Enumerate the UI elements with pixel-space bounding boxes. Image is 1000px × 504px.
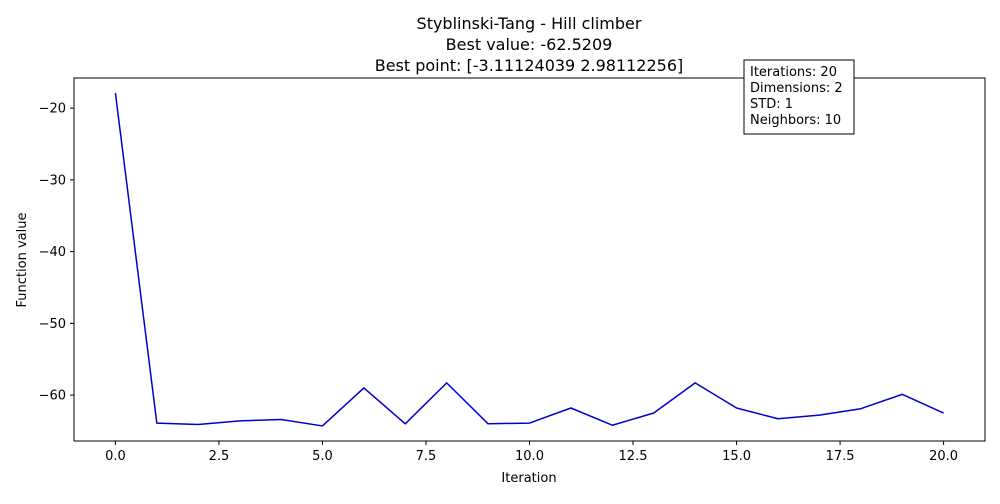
info-std: STD: 1 (750, 97, 793, 112)
chart-title: Styblinski-Tang - Hill climber Best valu… (375, 14, 684, 75)
x-tick-label: 12.5 (619, 449, 648, 464)
y-tick-label: −60 (39, 389, 66, 404)
y-tick-label: −50 (39, 317, 66, 332)
info-iterations: Iterations: 20 (750, 65, 837, 80)
info-box: Iterations: 20 Dimensions: 2 STD: 1 Neig… (744, 60, 854, 134)
title-line-1: Styblinski-Tang - Hill climber (417, 14, 642, 33)
x-axis-label: Iteration (501, 471, 556, 486)
title-line-2: Best value: -62.5209 (446, 35, 613, 54)
x-tick-label: 10.0 (515, 449, 544, 464)
info-neighbors: Neighbors: 10 (750, 113, 841, 128)
x-tick-label: 5.0 (312, 449, 333, 464)
x-tick-label: 17.5 (826, 449, 855, 464)
info-dimensions: Dimensions: 2 (750, 81, 843, 96)
y-axis-ticks: −20 −30 −40 −50 −60 (39, 102, 74, 404)
y-tick-label: −40 (39, 245, 66, 260)
series-line (115, 93, 943, 426)
y-axis-label: Function value (15, 213, 30, 308)
x-tick-label: 20.0 (929, 449, 958, 464)
x-axis-ticks: 0.0 2.5 5.0 7.5 10.0 12.5 15.0 17.5 20.0 (105, 441, 958, 464)
x-tick-label: 7.5 (416, 449, 437, 464)
x-tick-label: 15.0 (722, 449, 751, 464)
x-tick-label: 2.5 (209, 449, 230, 464)
y-tick-label: −30 (39, 173, 66, 188)
y-tick-label: −20 (39, 102, 66, 117)
x-tick-label: 0.0 (105, 449, 126, 464)
title-line-3: Best point: [-3.11124039 2.98112256] (375, 56, 684, 75)
series-layer (115, 93, 943, 426)
